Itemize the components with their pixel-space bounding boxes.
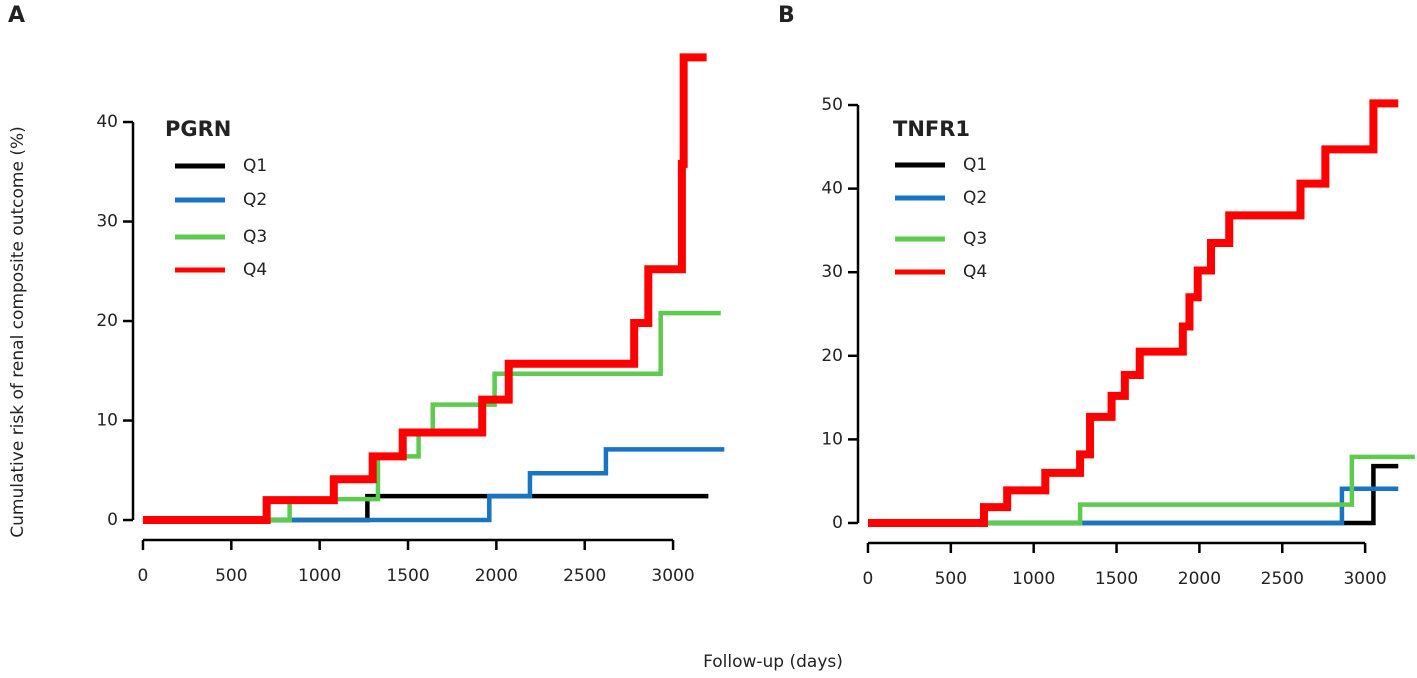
x-tick-label: 3000 (1343, 569, 1386, 589)
x-tick-label: 0 (138, 566, 149, 586)
y-tick-label: 20 (96, 311, 118, 331)
y-tick-label: 40 (96, 112, 118, 132)
y-tick-label: 30 (96, 212, 118, 232)
y-axis-label: Cumulative risk of renal composite outco… (8, 126, 28, 537)
legend-title: PGRN (165, 117, 231, 141)
x-axis-label: Follow-up (days) (703, 652, 843, 672)
x-tick-label: 3000 (651, 566, 694, 586)
y-tick-label: 20 (821, 346, 843, 366)
y-tick-label: 0 (107, 510, 118, 530)
y-tick-label: 0 (832, 513, 843, 533)
legend-label: Q4 (243, 260, 267, 280)
panel-label: A (8, 3, 25, 28)
x-tick-label: 1000 (298, 566, 341, 586)
legend-label: Q4 (963, 262, 987, 282)
x-tick-label: 1000 (1012, 569, 1055, 589)
legend-label: Q2 (243, 190, 267, 210)
x-tick-label: 500 (215, 566, 247, 586)
x-tick-label: 2000 (475, 566, 518, 586)
y-tick-label: 10 (96, 411, 118, 431)
step-line (142, 53, 707, 525)
y-tick-label: 50 (821, 95, 843, 115)
step-line (867, 99, 1399, 527)
x-tick-label: 0 (863, 569, 874, 589)
legend-label: Q2 (963, 188, 987, 208)
legend-label: Q1 (243, 156, 267, 176)
x-tick-label: 2500 (1261, 569, 1304, 589)
legend-label: Q3 (243, 227, 267, 247)
y-tick-label: 30 (821, 262, 843, 282)
x-tick-label: 500 (935, 569, 967, 589)
x-tick-label: 1500 (386, 566, 429, 586)
x-tick-label: 1500 (1095, 569, 1138, 589)
legend-label: Q3 (963, 229, 987, 249)
x-tick-label: 2000 (1178, 569, 1221, 589)
step-line (867, 454, 1415, 526)
legend-title: TNFR1 (893, 117, 970, 141)
panel-label: B (778, 3, 795, 28)
y-tick-label: 10 (821, 429, 843, 449)
legend-label: Q1 (963, 155, 987, 175)
step-line (867, 463, 1399, 526)
x-tick-label: 2500 (563, 566, 606, 586)
y-tick-label: 40 (821, 179, 843, 199)
step-line (142, 447, 725, 523)
